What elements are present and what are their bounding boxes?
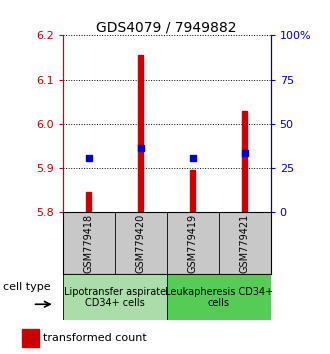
- Bar: [86, 193, 91, 212]
- Title: GDS4079 / 7949882: GDS4079 / 7949882: [96, 20, 237, 34]
- Text: Leukapheresis CD34+
cells: Leukapheresis CD34+ cells: [165, 286, 273, 308]
- Text: GSM779420: GSM779420: [136, 214, 146, 273]
- Text: GSM779419: GSM779419: [188, 214, 198, 273]
- Bar: [22, 329, 39, 347]
- Bar: [138, 55, 143, 212]
- Text: GSM779421: GSM779421: [240, 214, 249, 273]
- Bar: [167, 274, 271, 320]
- Text: cell type: cell type: [3, 282, 50, 292]
- Bar: [63, 274, 167, 320]
- Bar: [190, 170, 195, 212]
- Text: transformed count: transformed count: [43, 333, 147, 343]
- Bar: [242, 111, 247, 212]
- Text: Lipotransfer aspirate
CD34+ cells: Lipotransfer aspirate CD34+ cells: [64, 286, 166, 308]
- Text: GSM779418: GSM779418: [84, 214, 94, 273]
